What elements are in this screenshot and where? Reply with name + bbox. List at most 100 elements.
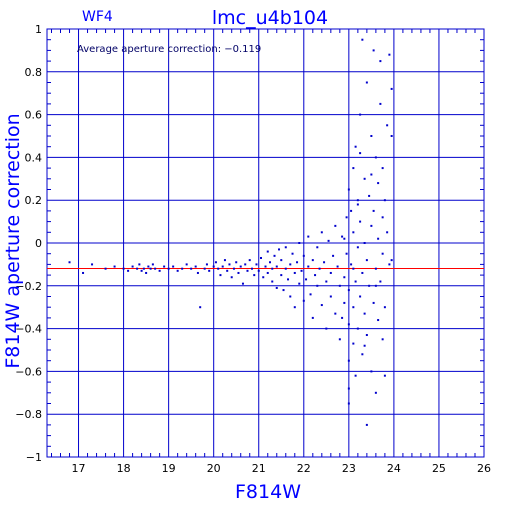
data-point bbox=[347, 402, 350, 405]
data-point bbox=[325, 327, 328, 330]
y-tick-label: −0.6 bbox=[15, 365, 42, 378]
data-point bbox=[325, 280, 328, 283]
data-point bbox=[298, 282, 301, 285]
data-point bbox=[374, 267, 377, 270]
data-point bbox=[316, 246, 319, 249]
data-point bbox=[271, 267, 274, 270]
chart-title: lmc_u4b104 bbox=[212, 7, 328, 29]
data-point bbox=[347, 387, 350, 390]
data-point bbox=[352, 167, 355, 170]
data-point bbox=[316, 284, 319, 287]
data-point bbox=[365, 259, 368, 262]
data-point bbox=[368, 284, 371, 287]
data-points bbox=[68, 38, 393, 426]
data-point bbox=[214, 261, 217, 264]
data-point bbox=[287, 278, 290, 281]
data-point bbox=[329, 295, 332, 298]
y-tick-labels: 1 0.8 0.6 0.4 0.2 0 −0.2 −0.4 −0.6 −0.8 −1 bbox=[15, 23, 42, 464]
data-point bbox=[232, 267, 235, 270]
data-point bbox=[390, 87, 393, 90]
y-tick-label: 0.6 bbox=[25, 109, 43, 122]
data-point bbox=[291, 252, 294, 255]
data-point bbox=[293, 271, 296, 274]
data-point bbox=[255, 263, 258, 266]
data-point bbox=[127, 269, 130, 272]
data-point bbox=[212, 265, 215, 268]
data-point bbox=[122, 267, 125, 270]
data-point bbox=[91, 263, 94, 266]
data-point bbox=[354, 145, 357, 148]
x-tick-label: 23 bbox=[342, 462, 356, 475]
data-point bbox=[345, 216, 348, 219]
data-point bbox=[370, 173, 373, 176]
data-point bbox=[338, 338, 341, 341]
data-point bbox=[259, 256, 262, 259]
x-tick-label: 17 bbox=[72, 462, 86, 475]
y-tick-label: −0.8 bbox=[15, 408, 42, 421]
data-point bbox=[280, 259, 283, 262]
data-point bbox=[352, 267, 355, 270]
data-point bbox=[343, 301, 346, 304]
y-tick-label: −0.2 bbox=[15, 280, 42, 293]
x-axis-label: F814W bbox=[235, 481, 301, 503]
data-point bbox=[363, 242, 366, 244]
data-point bbox=[104, 267, 107, 270]
data-point bbox=[352, 306, 355, 309]
data-point bbox=[167, 267, 170, 270]
y-tick-label: −0.4 bbox=[15, 323, 42, 336]
data-point bbox=[275, 286, 278, 289]
data-point bbox=[262, 276, 265, 279]
data-point bbox=[320, 231, 323, 234]
data-point bbox=[361, 353, 364, 356]
data-point bbox=[363, 344, 366, 347]
data-point bbox=[208, 269, 211, 272]
chip-label: WF4 bbox=[82, 9, 113, 25]
data-point bbox=[386, 124, 389, 127]
data-point bbox=[356, 203, 359, 206]
data-point bbox=[298, 242, 301, 244]
data-point bbox=[383, 374, 386, 377]
data-point bbox=[131, 265, 134, 268]
data-point bbox=[374, 156, 377, 159]
data-point bbox=[347, 323, 350, 326]
data-point bbox=[158, 269, 161, 272]
data-point bbox=[377, 319, 380, 322]
data-point bbox=[228, 263, 231, 266]
data-point bbox=[203, 267, 206, 270]
data-point bbox=[309, 293, 312, 296]
data-point bbox=[282, 289, 285, 292]
data-point bbox=[354, 374, 357, 377]
data-point bbox=[289, 263, 292, 266]
y-tick-label: 0.2 bbox=[25, 194, 43, 207]
data-point bbox=[284, 267, 287, 270]
data-point bbox=[271, 280, 274, 283]
data-point bbox=[370, 370, 373, 373]
data-point bbox=[381, 252, 384, 255]
data-point bbox=[352, 342, 355, 345]
data-point bbox=[185, 263, 188, 266]
data-point bbox=[275, 265, 278, 268]
data-point bbox=[300, 269, 303, 272]
data-point bbox=[246, 269, 249, 272]
data-point bbox=[383, 199, 386, 202]
data-point bbox=[334, 224, 337, 227]
data-point bbox=[388, 53, 391, 56]
data-point bbox=[336, 265, 339, 268]
x-tick-labels: 17 18 19 20 21 22 23 24 25 26 bbox=[72, 462, 491, 475]
data-point bbox=[370, 135, 373, 137]
data-point bbox=[372, 301, 375, 304]
y-axis-label: F814W aperture correction bbox=[2, 113, 24, 368]
data-point bbox=[377, 182, 380, 185]
data-point bbox=[347, 289, 350, 292]
data-point bbox=[68, 261, 71, 264]
data-point bbox=[239, 265, 242, 268]
data-point bbox=[296, 261, 299, 264]
data-point bbox=[217, 267, 220, 270]
data-point bbox=[350, 263, 353, 266]
data-point bbox=[136, 267, 139, 270]
data-point bbox=[113, 265, 116, 268]
average-annotation: Average aperture correction: −0.119 bbox=[77, 44, 261, 55]
data-point bbox=[145, 271, 148, 274]
data-point bbox=[154, 267, 157, 270]
x-tick-label: 26 bbox=[477, 462, 491, 475]
